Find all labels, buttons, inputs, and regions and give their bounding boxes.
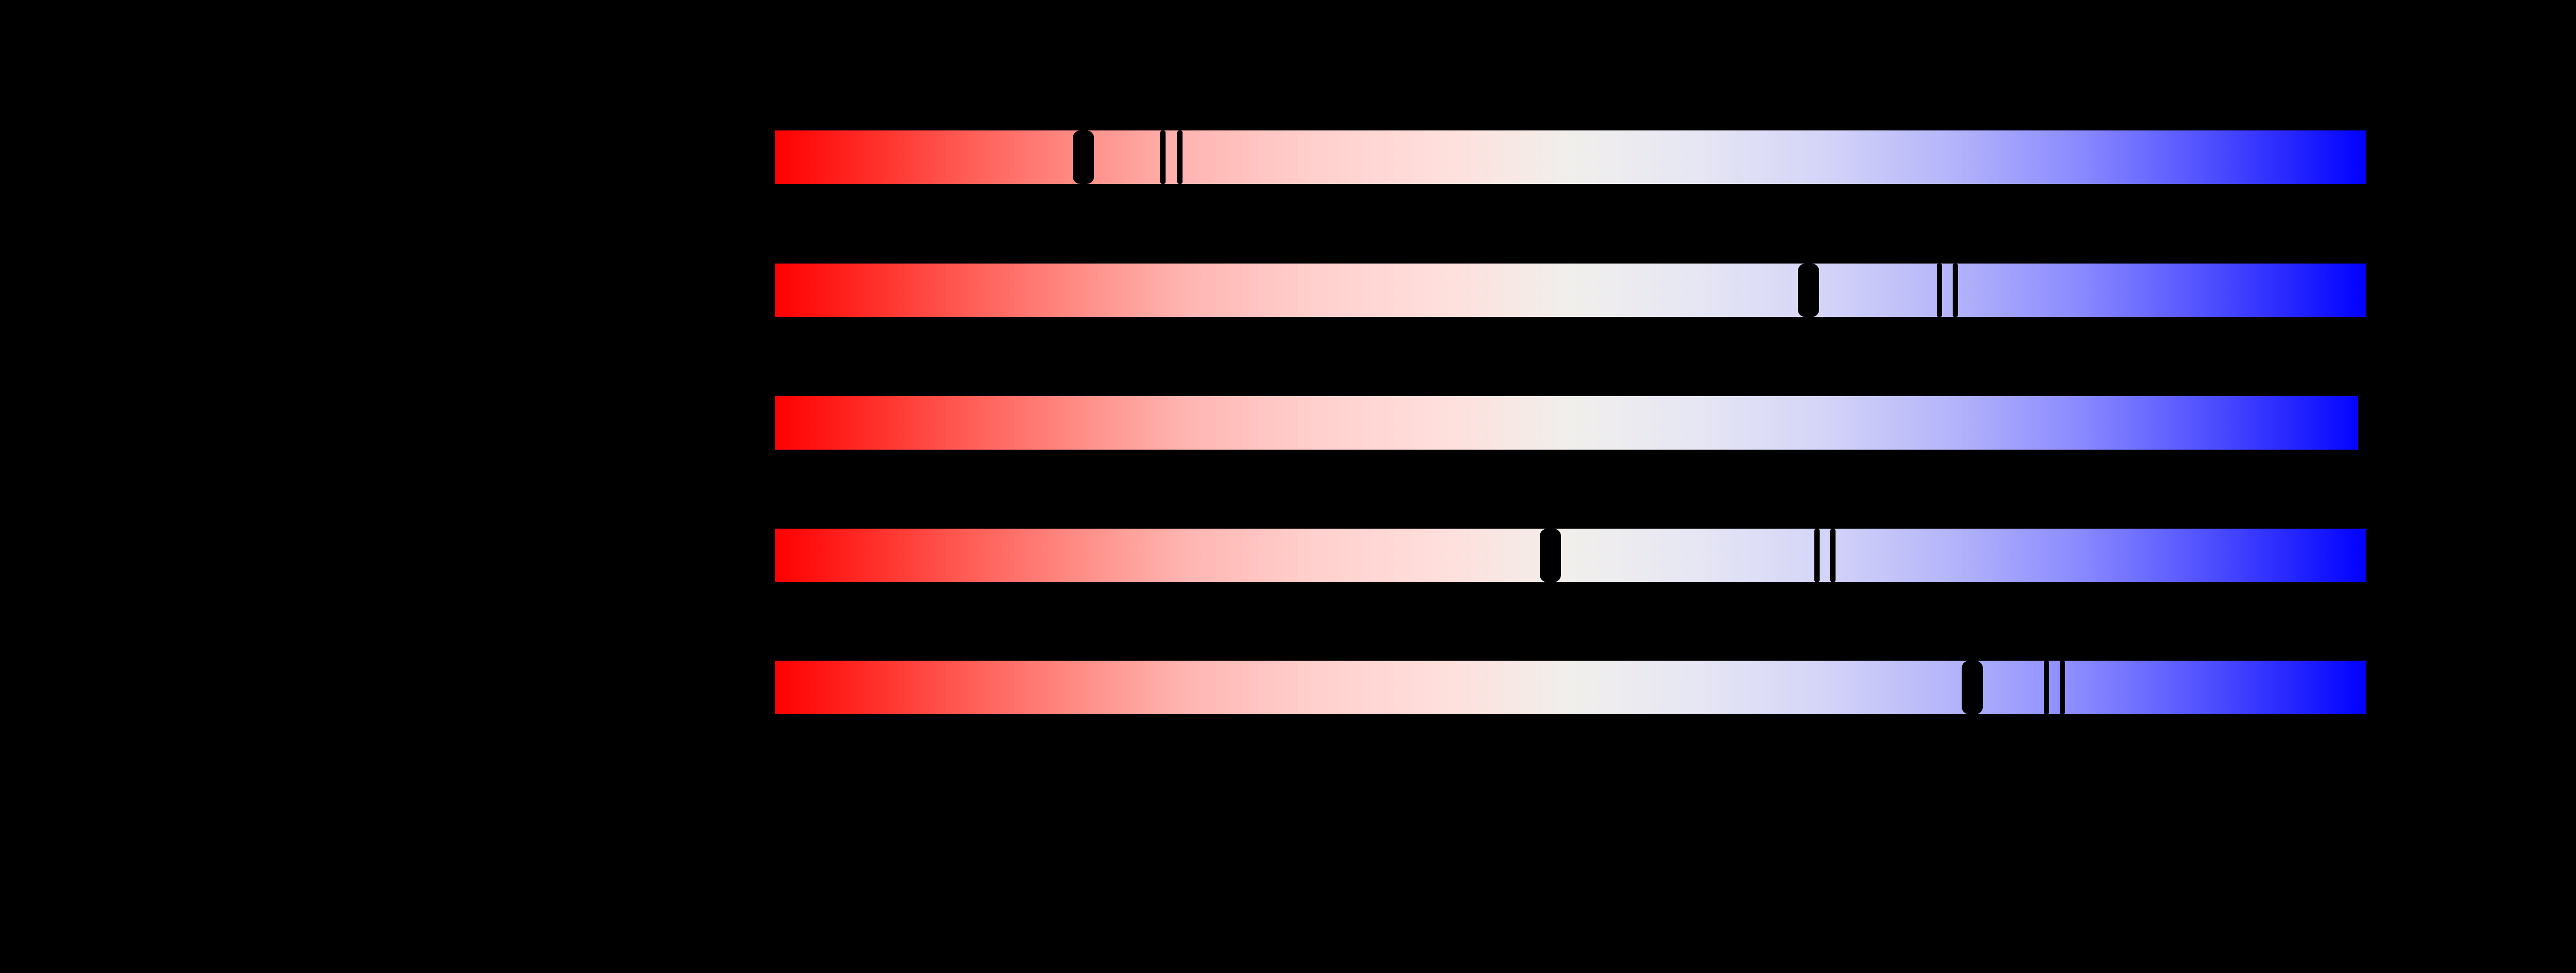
thick-position-marker <box>1962 661 1983 714</box>
thin-position-marker-2 <box>1953 264 1959 317</box>
gradient-bar-row-3 <box>775 396 2358 450</box>
thin-position-marker-1 <box>2044 661 2050 714</box>
gradient-bar-row-2 <box>775 264 2366 317</box>
gradient-bar-row-1 <box>775 130 2366 184</box>
thick-position-marker <box>1798 264 1820 317</box>
thick-position-marker <box>1073 130 1095 184</box>
thin-position-marker-1 <box>1160 130 1166 184</box>
thin-position-marker-2 <box>2059 661 2065 714</box>
gradient-bar-row-5 <box>775 661 2366 714</box>
thin-position-marker-1 <box>1814 529 1820 582</box>
thin-position-marker-2 <box>1830 529 1836 582</box>
thin-position-marker-1 <box>1936 264 1942 317</box>
thick-position-marker <box>1539 529 1561 582</box>
thin-position-marker-2 <box>1177 130 1183 184</box>
gradient-bar-row-4 <box>775 529 2366 582</box>
